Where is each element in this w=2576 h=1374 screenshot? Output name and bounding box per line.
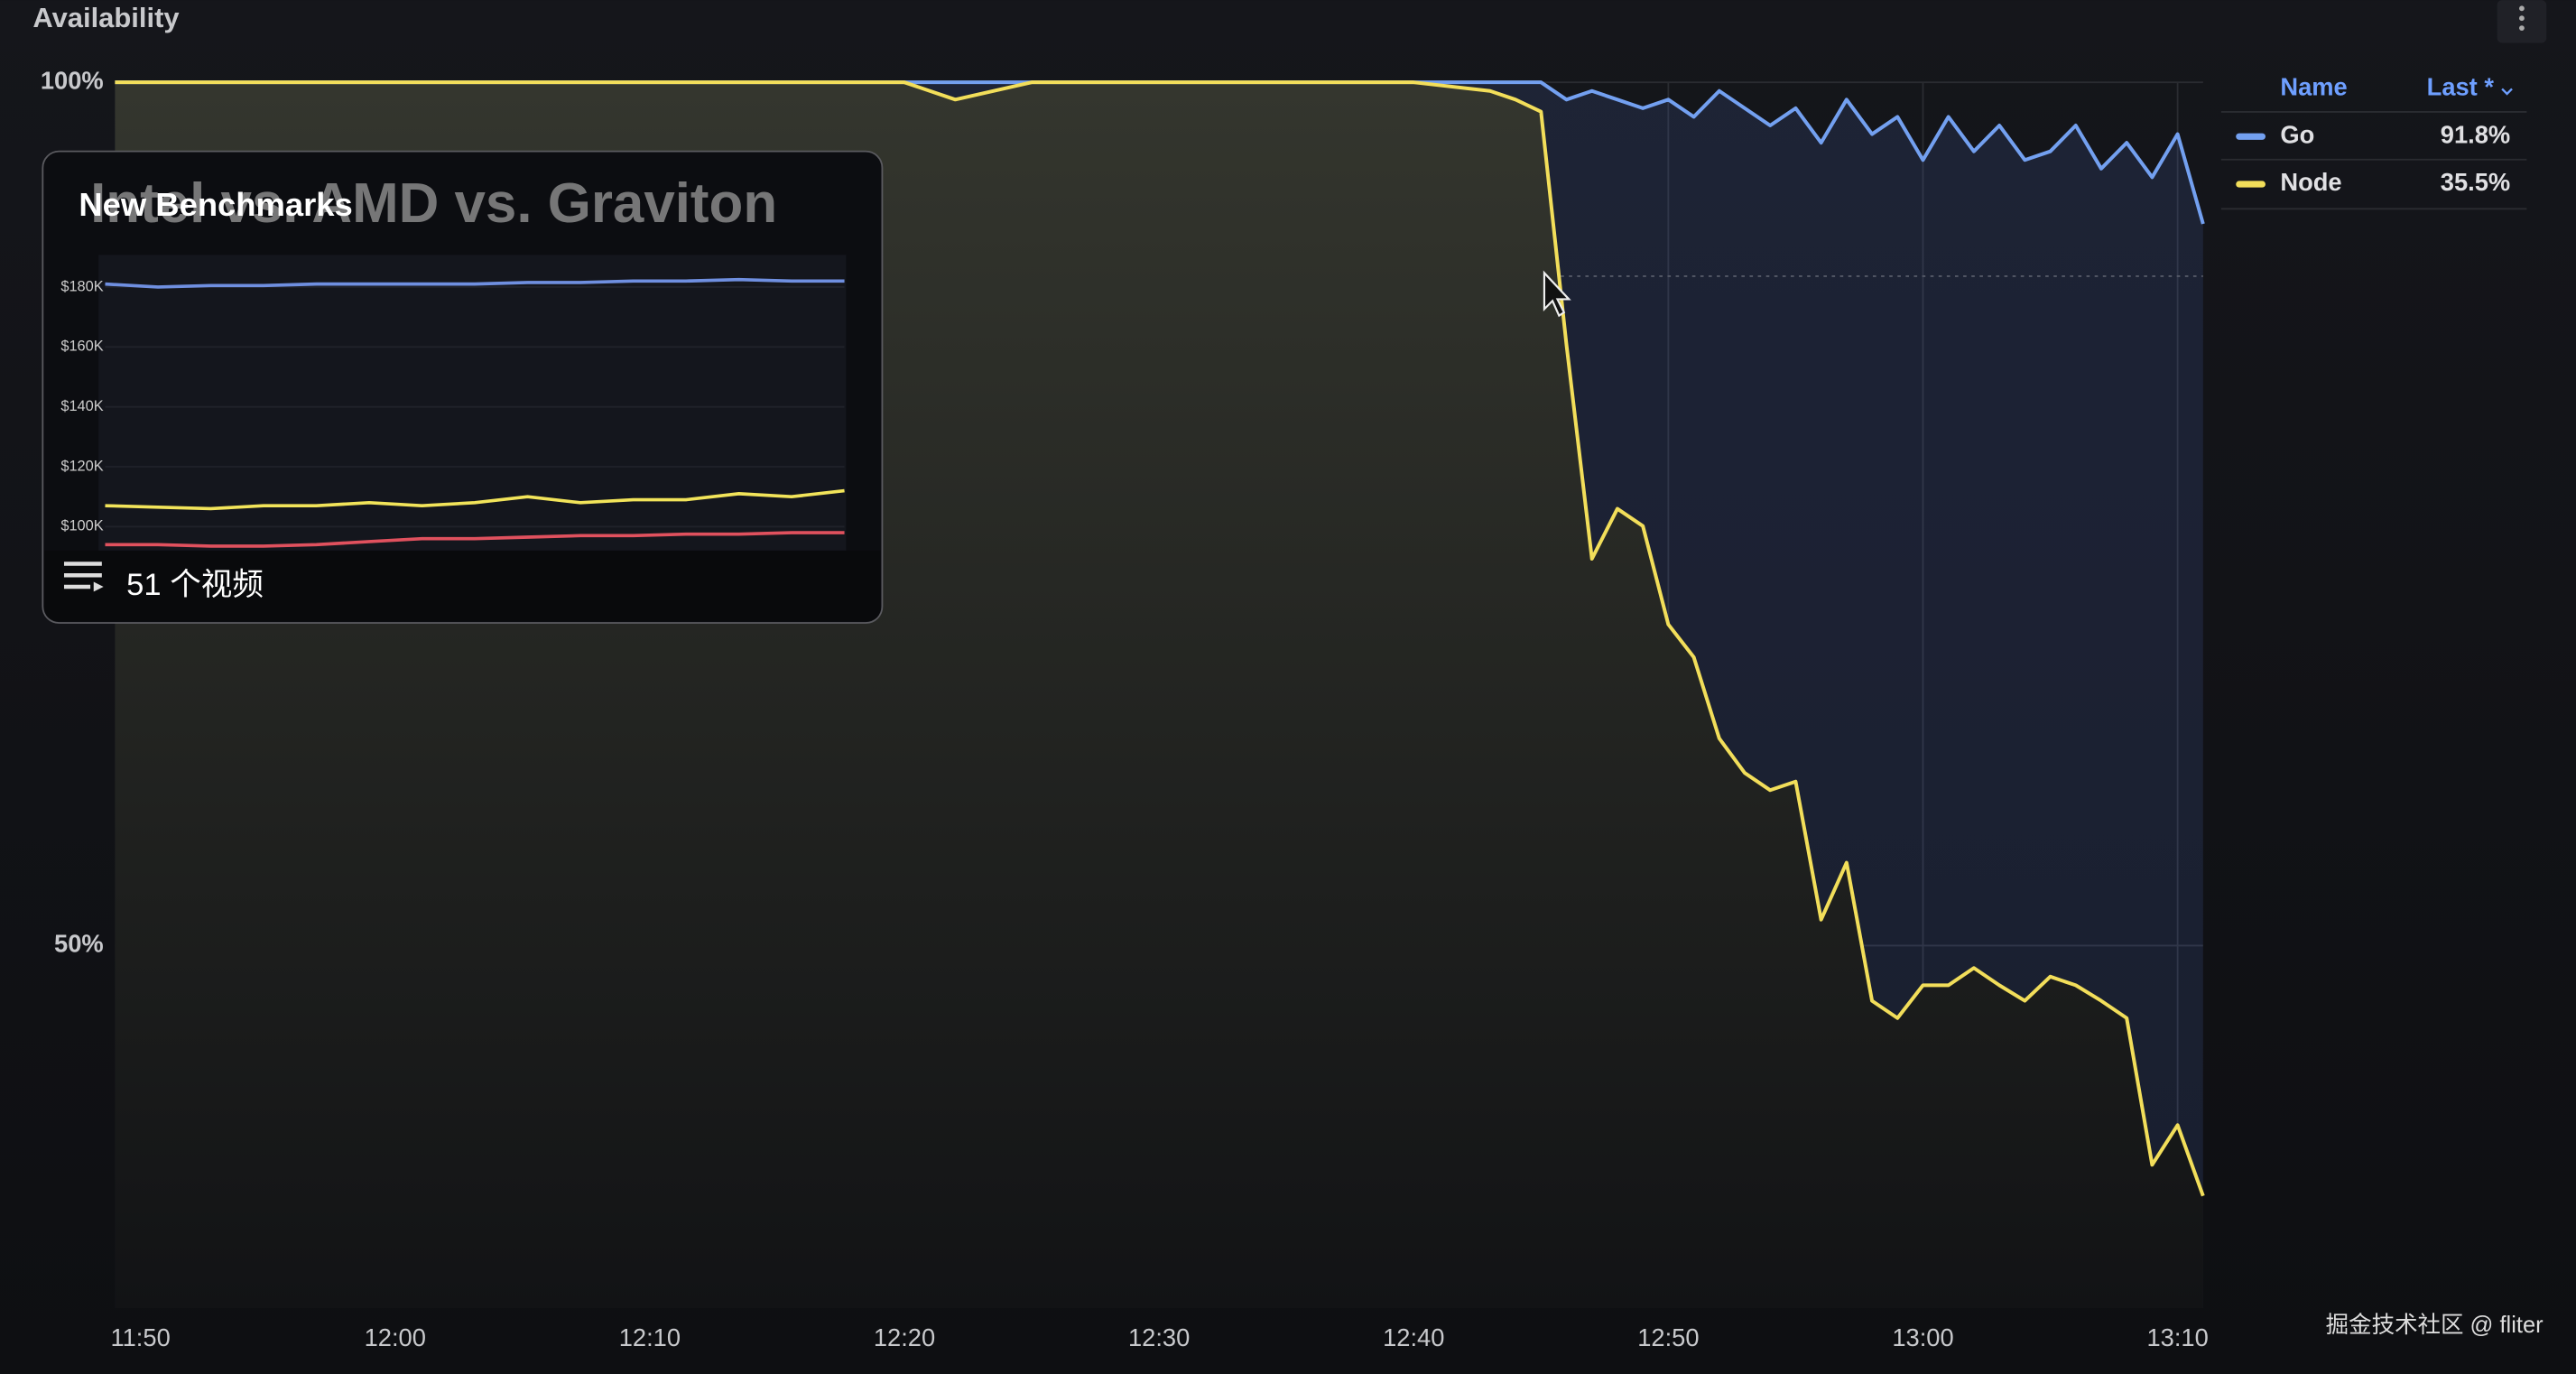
legend-header: Last * xyxy=(2427,73,2495,101)
legend-last: 35.5% xyxy=(2441,168,2510,196)
thumbnail-series-line xyxy=(105,277,845,289)
legend-header: Name xyxy=(2280,73,2347,101)
thumbnail-y-tick-label: $180K xyxy=(60,278,103,294)
playlist-icon xyxy=(93,581,104,592)
thumbnail-y-tick-label: $120K xyxy=(60,458,103,474)
legend-name[interactable]: Node xyxy=(2280,168,2341,196)
thumbnail-y-tick-label: $140K xyxy=(60,398,103,414)
x-tick-label: 12:20 xyxy=(874,1323,935,1351)
watermark: 掘金技术社区 @ fliter xyxy=(2326,1313,2544,1338)
thumbnail-y-tick-label: $100K xyxy=(60,518,103,534)
playlist-count: 51 个视频 xyxy=(126,568,264,602)
sort-icon xyxy=(2501,88,2513,96)
thumbnail-chart-bg xyxy=(98,255,847,551)
thumbnail-chart-title: Intel vs. AMD vs. Graviton xyxy=(90,172,777,235)
mouse-cursor xyxy=(1543,270,1571,318)
thumbnail-bottom-bar xyxy=(44,550,881,622)
thumbnail-y-tick-label: $160K xyxy=(60,339,103,355)
legend-last: 91.8% xyxy=(2441,120,2510,148)
x-tick-label: 12:10 xyxy=(619,1323,681,1351)
menu-button[interactable] xyxy=(2497,0,2547,43)
y-tick-label: 50% xyxy=(54,930,104,958)
y-tick-label: 100% xyxy=(41,66,104,94)
thumbnail-series-line xyxy=(105,531,845,548)
x-tick-label: 13:00 xyxy=(1892,1323,1953,1351)
x-tick-label: 12:40 xyxy=(1383,1323,1444,1351)
thumbnail-overlay-title: New Benchmarks xyxy=(79,186,352,223)
thumbnail-series-line xyxy=(105,488,845,511)
x-tick-label: 13:10 xyxy=(2146,1323,2208,1351)
x-tick-label: 12:50 xyxy=(1637,1323,1699,1351)
panel-title: Availability xyxy=(32,2,180,33)
legend: Name Last * Go 91.8% Node 35.5% xyxy=(2220,73,2527,210)
x-tick-label: 12:30 xyxy=(1128,1323,1190,1351)
legend-name[interactable]: Go xyxy=(2280,120,2314,148)
x-tick-label: 11:50 xyxy=(110,1323,170,1351)
menu-dots[interactable] xyxy=(2519,5,2525,32)
series-line xyxy=(115,80,2205,1197)
x-tick-label: 12:00 xyxy=(365,1323,426,1351)
